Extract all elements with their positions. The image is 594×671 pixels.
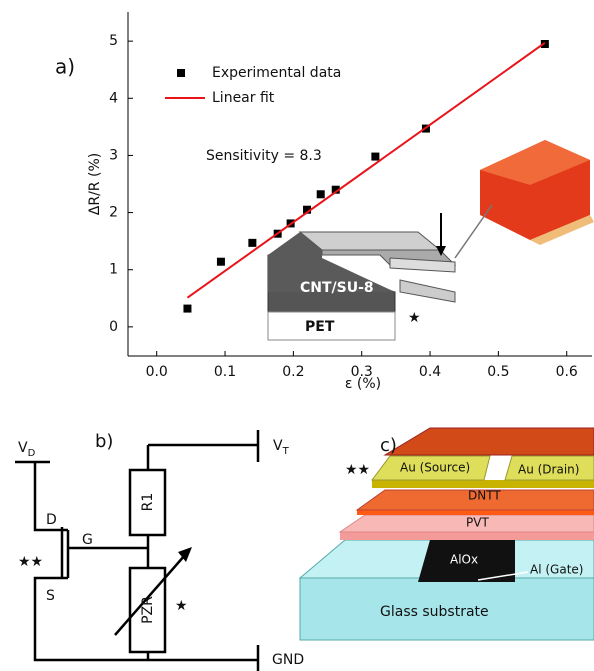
drain-label: D <box>46 512 57 528</box>
inset-device <box>267 140 594 341</box>
legend-label: Linear fit <box>212 90 275 106</box>
inset-label: CNT/SU-8 <box>300 280 374 296</box>
x-tick-label: 0.3 <box>351 364 373 380</box>
gnd-label: GND <box>272 652 304 668</box>
layer-label: AlOx <box>450 553 478 567</box>
panel-label: b) <box>95 431 113 452</box>
device-stack <box>298 427 594 641</box>
data-point <box>183 304 192 313</box>
stars: ★★ <box>345 462 370 478</box>
vd-sub: D <box>28 448 36 459</box>
data-point <box>316 190 325 199</box>
layer-label: DNTT <box>468 489 501 503</box>
y-tick-label: 0 <box>109 319 118 335</box>
inset-label: ★ <box>408 310 421 326</box>
gate-label: G <box>82 532 93 548</box>
x-axis-label: ε (%) <box>345 376 381 392</box>
x-tick-label: 0.4 <box>419 364 441 380</box>
x-tick-label: 0.1 <box>214 364 236 380</box>
x-tick-label: 0.5 <box>487 364 509 380</box>
y-tick-label: 4 <box>109 90 118 106</box>
data-point <box>303 205 312 214</box>
x-tick-label: 0.0 <box>146 364 168 380</box>
y-tick-label: 2 <box>109 205 118 221</box>
layer-label: Au (Source) <box>400 461 470 475</box>
legend-marker <box>177 69 185 77</box>
x-tick-label: 0.2 <box>282 364 304 380</box>
panel-label: a) <box>55 55 75 79</box>
star: ★ <box>175 598 188 614</box>
inset-label: PET <box>305 319 335 335</box>
annotation: Sensitivity = 8.3 <box>206 148 322 164</box>
vt-main: V <box>273 438 283 454</box>
pzr-label: PZR <box>140 596 156 624</box>
legend-label: Experimental data <box>212 65 341 81</box>
source-label: S <box>46 588 55 604</box>
data-point <box>331 185 340 194</box>
y-axis-label: ΔR/R (%) <box>87 153 103 215</box>
layer-label: PVT <box>466 516 489 530</box>
x-tick-label: 0.6 <box>556 364 578 380</box>
layer-label: Glass substrate <box>380 604 489 620</box>
vt-label: VT <box>273 438 290 457</box>
y-tick-label: 3 <box>109 147 118 163</box>
y-tick-label: 1 <box>109 262 118 278</box>
vt-sub: T <box>282 446 290 457</box>
circuit <box>15 430 260 671</box>
panel-label: c) <box>380 435 397 456</box>
vd-main: V <box>18 440 28 456</box>
data-point <box>371 152 380 161</box>
data-point <box>216 257 225 266</box>
fit-line <box>186 42 546 299</box>
vd-label: VD <box>18 440 36 459</box>
layer-label: Al (Gate) <box>530 563 583 577</box>
layer-label: Au (Drain) <box>518 463 579 477</box>
y-tick-label: 5 <box>109 33 118 49</box>
data-point <box>248 238 257 247</box>
r1-label: R1 <box>140 493 156 512</box>
stars: ★★ <box>18 554 43 570</box>
